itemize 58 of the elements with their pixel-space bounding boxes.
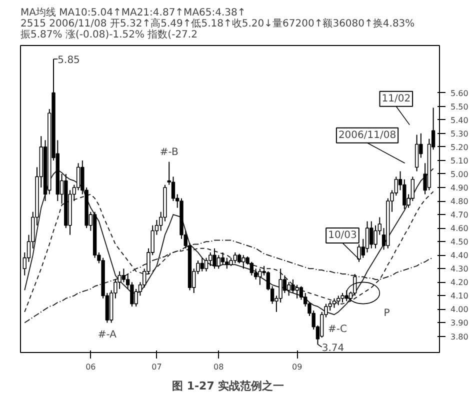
y-tick-label: 4.50 — [450, 238, 468, 247]
candlestick — [258, 268, 262, 286]
y-tick-label: 5.20 — [450, 142, 468, 152]
y-tick-label: 4.30 — [450, 264, 468, 274]
candlestick — [295, 284, 299, 299]
candlestick — [242, 254, 246, 270]
y-tick-label: 5.30 — [450, 129, 468, 138]
annotation: 10/03 — [328, 230, 357, 241]
candlestick — [237, 253, 242, 264]
y-tick-label: 4.80 — [450, 197, 468, 206]
y-tick-label: 4.40 — [450, 251, 468, 260]
text: 图 1-27 实战范例之一 — [172, 380, 284, 392]
y-tick-label: 4.90 — [450, 184, 468, 193]
y-tick-label: 4.20 — [450, 278, 468, 288]
candlestick — [370, 220, 374, 249]
candlestick — [299, 286, 304, 300]
y-tick-label: 3.90 — [450, 318, 468, 328]
candlestick — [220, 252, 225, 266]
candlestick — [340, 292, 344, 303]
y-tick-label: 5.10 — [450, 156, 468, 166]
candlestick — [328, 300, 332, 312]
x-tick-label: 08 — [214, 362, 224, 372]
y-tick-label: 3.80 — [450, 332, 468, 342]
y-tick-label: 4.00 — [450, 305, 468, 314]
y-tick-label: 4.10 — [450, 292, 468, 301]
y-tick-label: 4.60 — [450, 224, 468, 234]
candlestick — [250, 261, 254, 276]
chart-subtitle: MA均线 MA10:5.04↑MA21:4.87↑MA65:4.38↑ 2515 2006/11/08 开5.32↑高5.49↑低5.18↑收5.20↓量67200↑额36080↑换4.83% 振5.87% 涨(-0.08)-1.52% 指数(-27.2 — [20, 6, 415, 40]
candlestick — [200, 257, 204, 272]
x-tick-label: 07 — [152, 362, 162, 372]
y-tick-label: 5.60 — [450, 88, 468, 98]
annotation: 2006/11/08 — [338, 130, 396, 141]
candlestick — [365, 220, 370, 253]
annotation: P — [384, 308, 390, 319]
x-tick-label: 06 — [86, 362, 96, 372]
y-tick-label: 4.70 — [450, 210, 468, 220]
candlestick — [216, 254, 220, 270]
candlestick — [76, 162, 80, 191]
candlestick — [122, 268, 126, 283]
x-tick-label: 09 — [292, 362, 302, 372]
annotation: 11/02 — [382, 93, 411, 104]
candlestick — [212, 248, 216, 270]
annotation: #-B — [160, 146, 178, 158]
candlestick — [336, 295, 340, 306]
candlestick — [171, 176, 176, 202]
annotation: #-C — [328, 324, 348, 335]
candlestick — [204, 257, 208, 272]
annotation: 3.74 — [322, 343, 344, 354]
annotation: #-A — [98, 330, 117, 341]
candlestick — [286, 282, 291, 296]
y-tick-label: 5.40 — [450, 116, 468, 125]
y-tick-label: 5.00 — [450, 170, 468, 179]
candlestick — [332, 298, 336, 308]
annotation: 5.85 — [58, 55, 80, 66]
y-tick-label: 5.50 — [450, 102, 468, 112]
candlestick — [410, 176, 415, 202]
candlestick — [233, 252, 238, 264]
candlestick — [414, 134, 419, 172]
